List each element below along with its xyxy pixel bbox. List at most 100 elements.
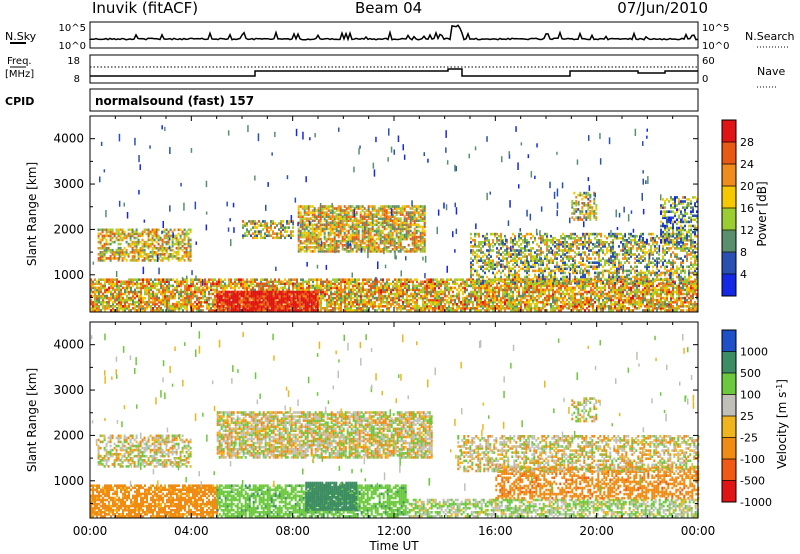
power-cell: [628, 309, 630, 312]
power-cell: [374, 282, 376, 286]
power-cell: [382, 290, 384, 294]
power-cell: [474, 294, 476, 298]
power-cell: [270, 300, 273, 304]
power-cell: [147, 246, 150, 250]
power-cell: [664, 298, 666, 302]
power-cell: [288, 302, 291, 306]
power-cell: [126, 288, 128, 292]
power-cell: [316, 296, 319, 300]
power-cell: [258, 309, 261, 312]
power-cell: [154, 309, 156, 312]
power-cell: [404, 305, 406, 308]
power-cell: [286, 305, 289, 308]
power-cell: [554, 302, 556, 306]
power-cell: [150, 305, 152, 308]
power-cell: [342, 300, 344, 304]
power-cell: [118, 280, 120, 284]
power-cell: [386, 296, 388, 300]
power-cell: [138, 300, 140, 304]
power-cell: [366, 290, 368, 294]
power-cell: [192, 307, 194, 310]
power-cell: [147, 255, 150, 258]
power-cell: [368, 300, 370, 304]
power-cell: [136, 290, 138, 294]
power-cell: [272, 286, 274, 290]
power-cell: [192, 302, 194, 306]
power-cell: [182, 302, 184, 306]
power-cell: [305, 239, 308, 243]
power-cell: [604, 292, 606, 296]
power-cell: [568, 302, 570, 306]
power-cell: [540, 294, 542, 298]
power-cell: [151, 240, 154, 244]
power-cell: [606, 292, 608, 296]
power-cell: [460, 309, 462, 312]
power-cell: [224, 284, 226, 288]
power-cell: [510, 305, 512, 308]
power-cell: [346, 280, 348, 284]
power-cell: [622, 302, 624, 306]
power-cell: [188, 302, 190, 306]
power-cell: [338, 286, 340, 290]
power-cell: [234, 298, 237, 302]
power-cell: [186, 282, 188, 286]
power-cell: [646, 300, 648, 304]
power-cell: [290, 292, 293, 296]
power-cell: [678, 307, 680, 310]
freq-trace: [90, 68, 698, 77]
power-cell: [110, 282, 112, 286]
power-cell: [208, 290, 210, 294]
power-cell: [416, 300, 418, 304]
power-cell: [290, 302, 293, 306]
power-cell: [668, 302, 670, 306]
power-cell: [242, 284, 244, 288]
power-cell: [634, 300, 636, 304]
power-cell: [530, 307, 532, 310]
power-cell: [131, 246, 134, 250]
power-cell: [294, 298, 296, 302]
power-cell: [236, 302, 239, 306]
power-cell: [544, 288, 546, 292]
power-cell: [274, 292, 277, 296]
power-cell: [504, 296, 506, 300]
power-cell: [450, 286, 452, 290]
power-cell: [562, 278, 564, 281]
power-cell: [154, 305, 156, 308]
power-cell: [412, 294, 414, 298]
power-cell: [430, 292, 432, 296]
power-cell: [299, 246, 302, 249]
power-cell: [258, 290, 261, 294]
power-cell: [97, 259, 100, 262]
power-cell: [112, 296, 114, 300]
power-cell: [198, 309, 200, 312]
power-cell: [304, 290, 307, 294]
power-cell: [185, 248, 188, 252]
power-cell: [342, 296, 344, 300]
power-cell: [444, 292, 446, 296]
power-cell: [220, 296, 223, 300]
power-cell: [152, 286, 154, 290]
power-cell: [307, 207, 310, 210]
power-cell: [662, 288, 664, 292]
power-cell: [242, 224, 244, 227]
power-cell: [99, 238, 102, 242]
power-cell: [112, 309, 114, 312]
power-cell: [534, 309, 536, 312]
power-cell: [210, 288, 212, 292]
power-cell: [390, 302, 392, 306]
power-cell: [272, 307, 275, 310]
power-cell: [438, 309, 440, 312]
power-cell: [412, 307, 414, 310]
power-cell: [648, 292, 650, 296]
power-cell: [362, 302, 364, 306]
power-cell: [140, 282, 142, 286]
power-cell: [440, 302, 442, 306]
power-cell: [284, 292, 287, 296]
power-cell: [396, 280, 398, 284]
power-cell: [114, 288, 116, 292]
power-cell: [129, 232, 132, 236]
power-cell: [352, 290, 354, 294]
power-cell: [126, 300, 128, 304]
power-cell: [240, 290, 243, 294]
power-cell: [132, 278, 134, 281]
